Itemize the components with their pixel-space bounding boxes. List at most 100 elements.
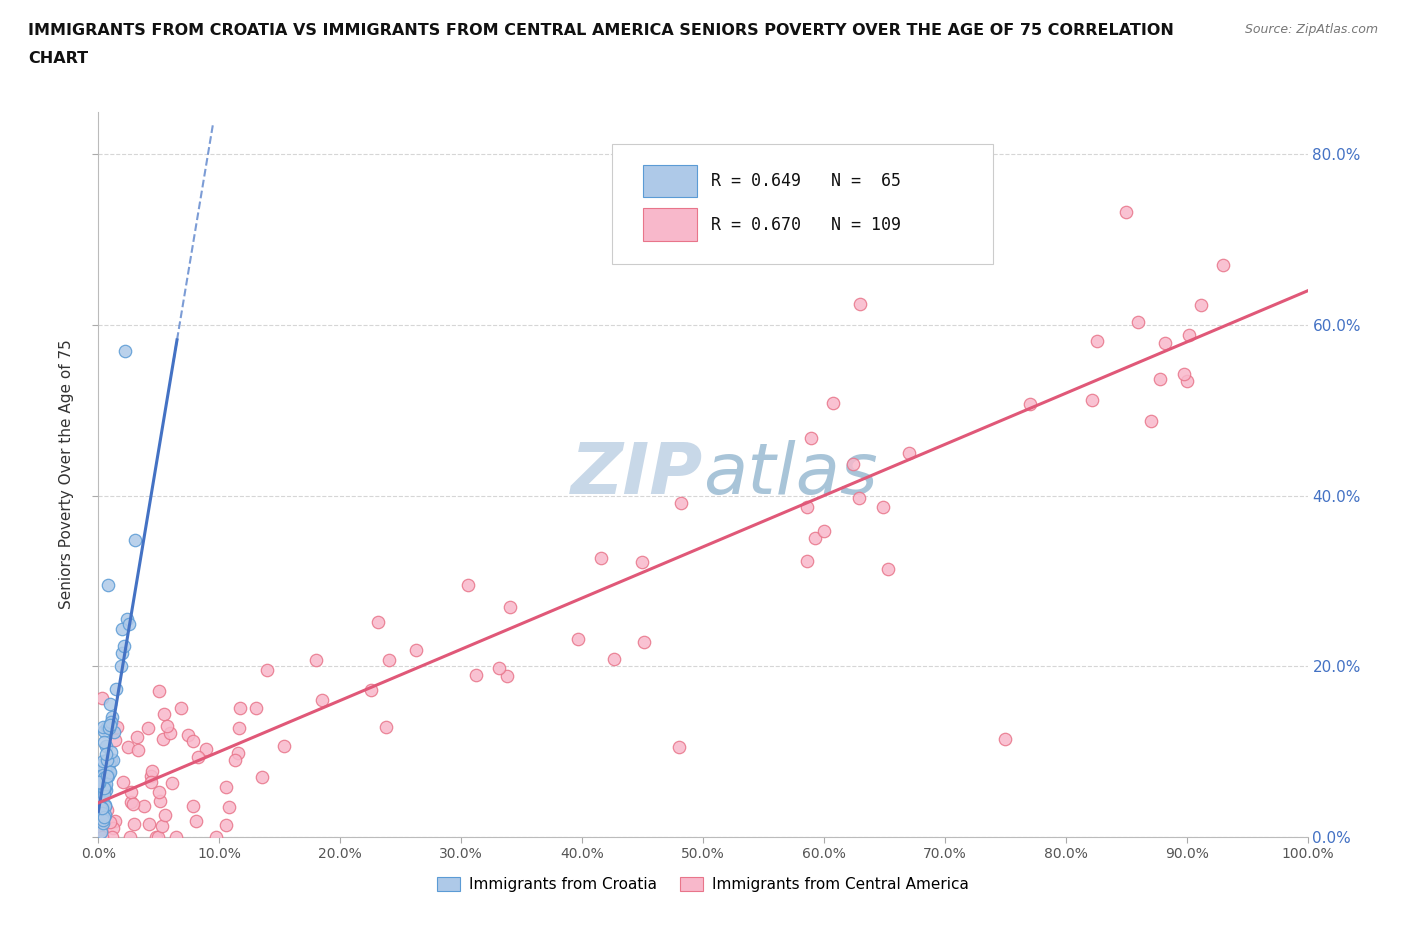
- Text: CHART: CHART: [28, 51, 89, 66]
- Point: [1178, 328, 1201, 343]
- Point: [89, 801, 111, 816]
- Point: [120, 795, 142, 810]
- Point: [89, 799, 111, 814]
- Point: [848, 491, 870, 506]
- Point: [160, 776, 183, 790]
- Point: [91, 812, 114, 827]
- Point: [1189, 298, 1212, 312]
- Point: [1173, 366, 1195, 381]
- Point: [98, 756, 121, 771]
- Point: [136, 721, 159, 736]
- Point: [631, 554, 654, 569]
- Point: [215, 779, 238, 794]
- Point: [87, 775, 110, 790]
- Point: [228, 745, 250, 760]
- Point: [89, 778, 111, 793]
- Point: [228, 721, 250, 736]
- Point: [256, 663, 278, 678]
- Point: [98, 764, 121, 778]
- Bar: [643, 208, 697, 241]
- Point: [90, 764, 112, 779]
- Text: R = 0.649   N =  65: R = 0.649 N = 65: [711, 172, 901, 191]
- Text: IMMIGRANTS FROM CROATIA VS IMMIGRANTS FROM CENTRAL AMERICA SENIORS POVERTY OVER : IMMIGRANTS FROM CROATIA VS IMMIGRANTS FR…: [28, 23, 1174, 38]
- Point: [813, 524, 835, 538]
- Point: [97, 721, 120, 736]
- Point: [156, 719, 179, 734]
- Point: [457, 578, 479, 592]
- Point: [89, 776, 111, 790]
- Point: [374, 720, 396, 735]
- Point: [118, 830, 141, 844]
- Point: [91, 720, 114, 735]
- Point: [159, 725, 181, 740]
- Point: [90, 757, 112, 772]
- Point: [153, 707, 176, 722]
- Point: [101, 710, 124, 724]
- Point: [93, 809, 115, 824]
- Point: [311, 693, 333, 708]
- Point: [93, 787, 115, 802]
- Point: [93, 735, 115, 750]
- Point: [100, 714, 122, 729]
- Point: [97, 769, 120, 784]
- FancyBboxPatch shape: [613, 144, 993, 264]
- Point: [138, 817, 160, 831]
- Point: [139, 769, 162, 784]
- Point: [637, 215, 659, 230]
- Point: [93, 724, 115, 738]
- Point: [100, 744, 122, 759]
- Point: [849, 296, 872, 311]
- Point: [117, 617, 139, 631]
- Bar: [643, 165, 697, 197]
- Point: [804, 530, 827, 545]
- Point: [91, 801, 114, 816]
- Point: [90, 825, 112, 840]
- Point: [1149, 372, 1171, 387]
- Point: [224, 752, 246, 767]
- Point: [94, 777, 117, 791]
- Point: [821, 395, 844, 410]
- Point: [90, 817, 112, 831]
- Point: [800, 431, 823, 445]
- Point: [124, 533, 146, 548]
- Point: [378, 653, 401, 668]
- Point: [1080, 392, 1102, 407]
- Point: [204, 830, 226, 844]
- Point: [245, 700, 267, 715]
- Point: [94, 798, 117, 813]
- Point: [96, 752, 118, 767]
- Point: [122, 796, 145, 811]
- Point: [98, 764, 121, 779]
- Point: [1115, 205, 1137, 219]
- Point: [1153, 336, 1175, 351]
- Point: [124, 817, 146, 831]
- Point: [589, 551, 612, 565]
- Point: [465, 668, 488, 683]
- Point: [148, 785, 170, 800]
- Point: [111, 775, 134, 790]
- Point: [1128, 315, 1150, 330]
- Point: [117, 612, 139, 627]
- Point: [93, 808, 115, 823]
- Point: [112, 638, 135, 653]
- Point: [495, 669, 517, 684]
- Point: [149, 793, 172, 808]
- Point: [93, 785, 115, 800]
- Point: [110, 658, 132, 673]
- Point: [94, 780, 117, 795]
- Point: [105, 720, 128, 735]
- Point: [1175, 374, 1198, 389]
- Point: [671, 496, 693, 511]
- Point: [218, 799, 240, 814]
- Point: [100, 718, 122, 733]
- Point: [152, 732, 174, 747]
- Point: [121, 784, 143, 799]
- Y-axis label: Seniors Poverty Over the Age of 75: Seniors Poverty Over the Age of 75: [59, 339, 75, 609]
- Point: [187, 750, 209, 764]
- Point: [994, 731, 1017, 746]
- Point: [93, 781, 115, 796]
- Point: [405, 643, 427, 658]
- Point: [148, 830, 170, 844]
- Point: [796, 499, 818, 514]
- Point: [101, 752, 124, 767]
